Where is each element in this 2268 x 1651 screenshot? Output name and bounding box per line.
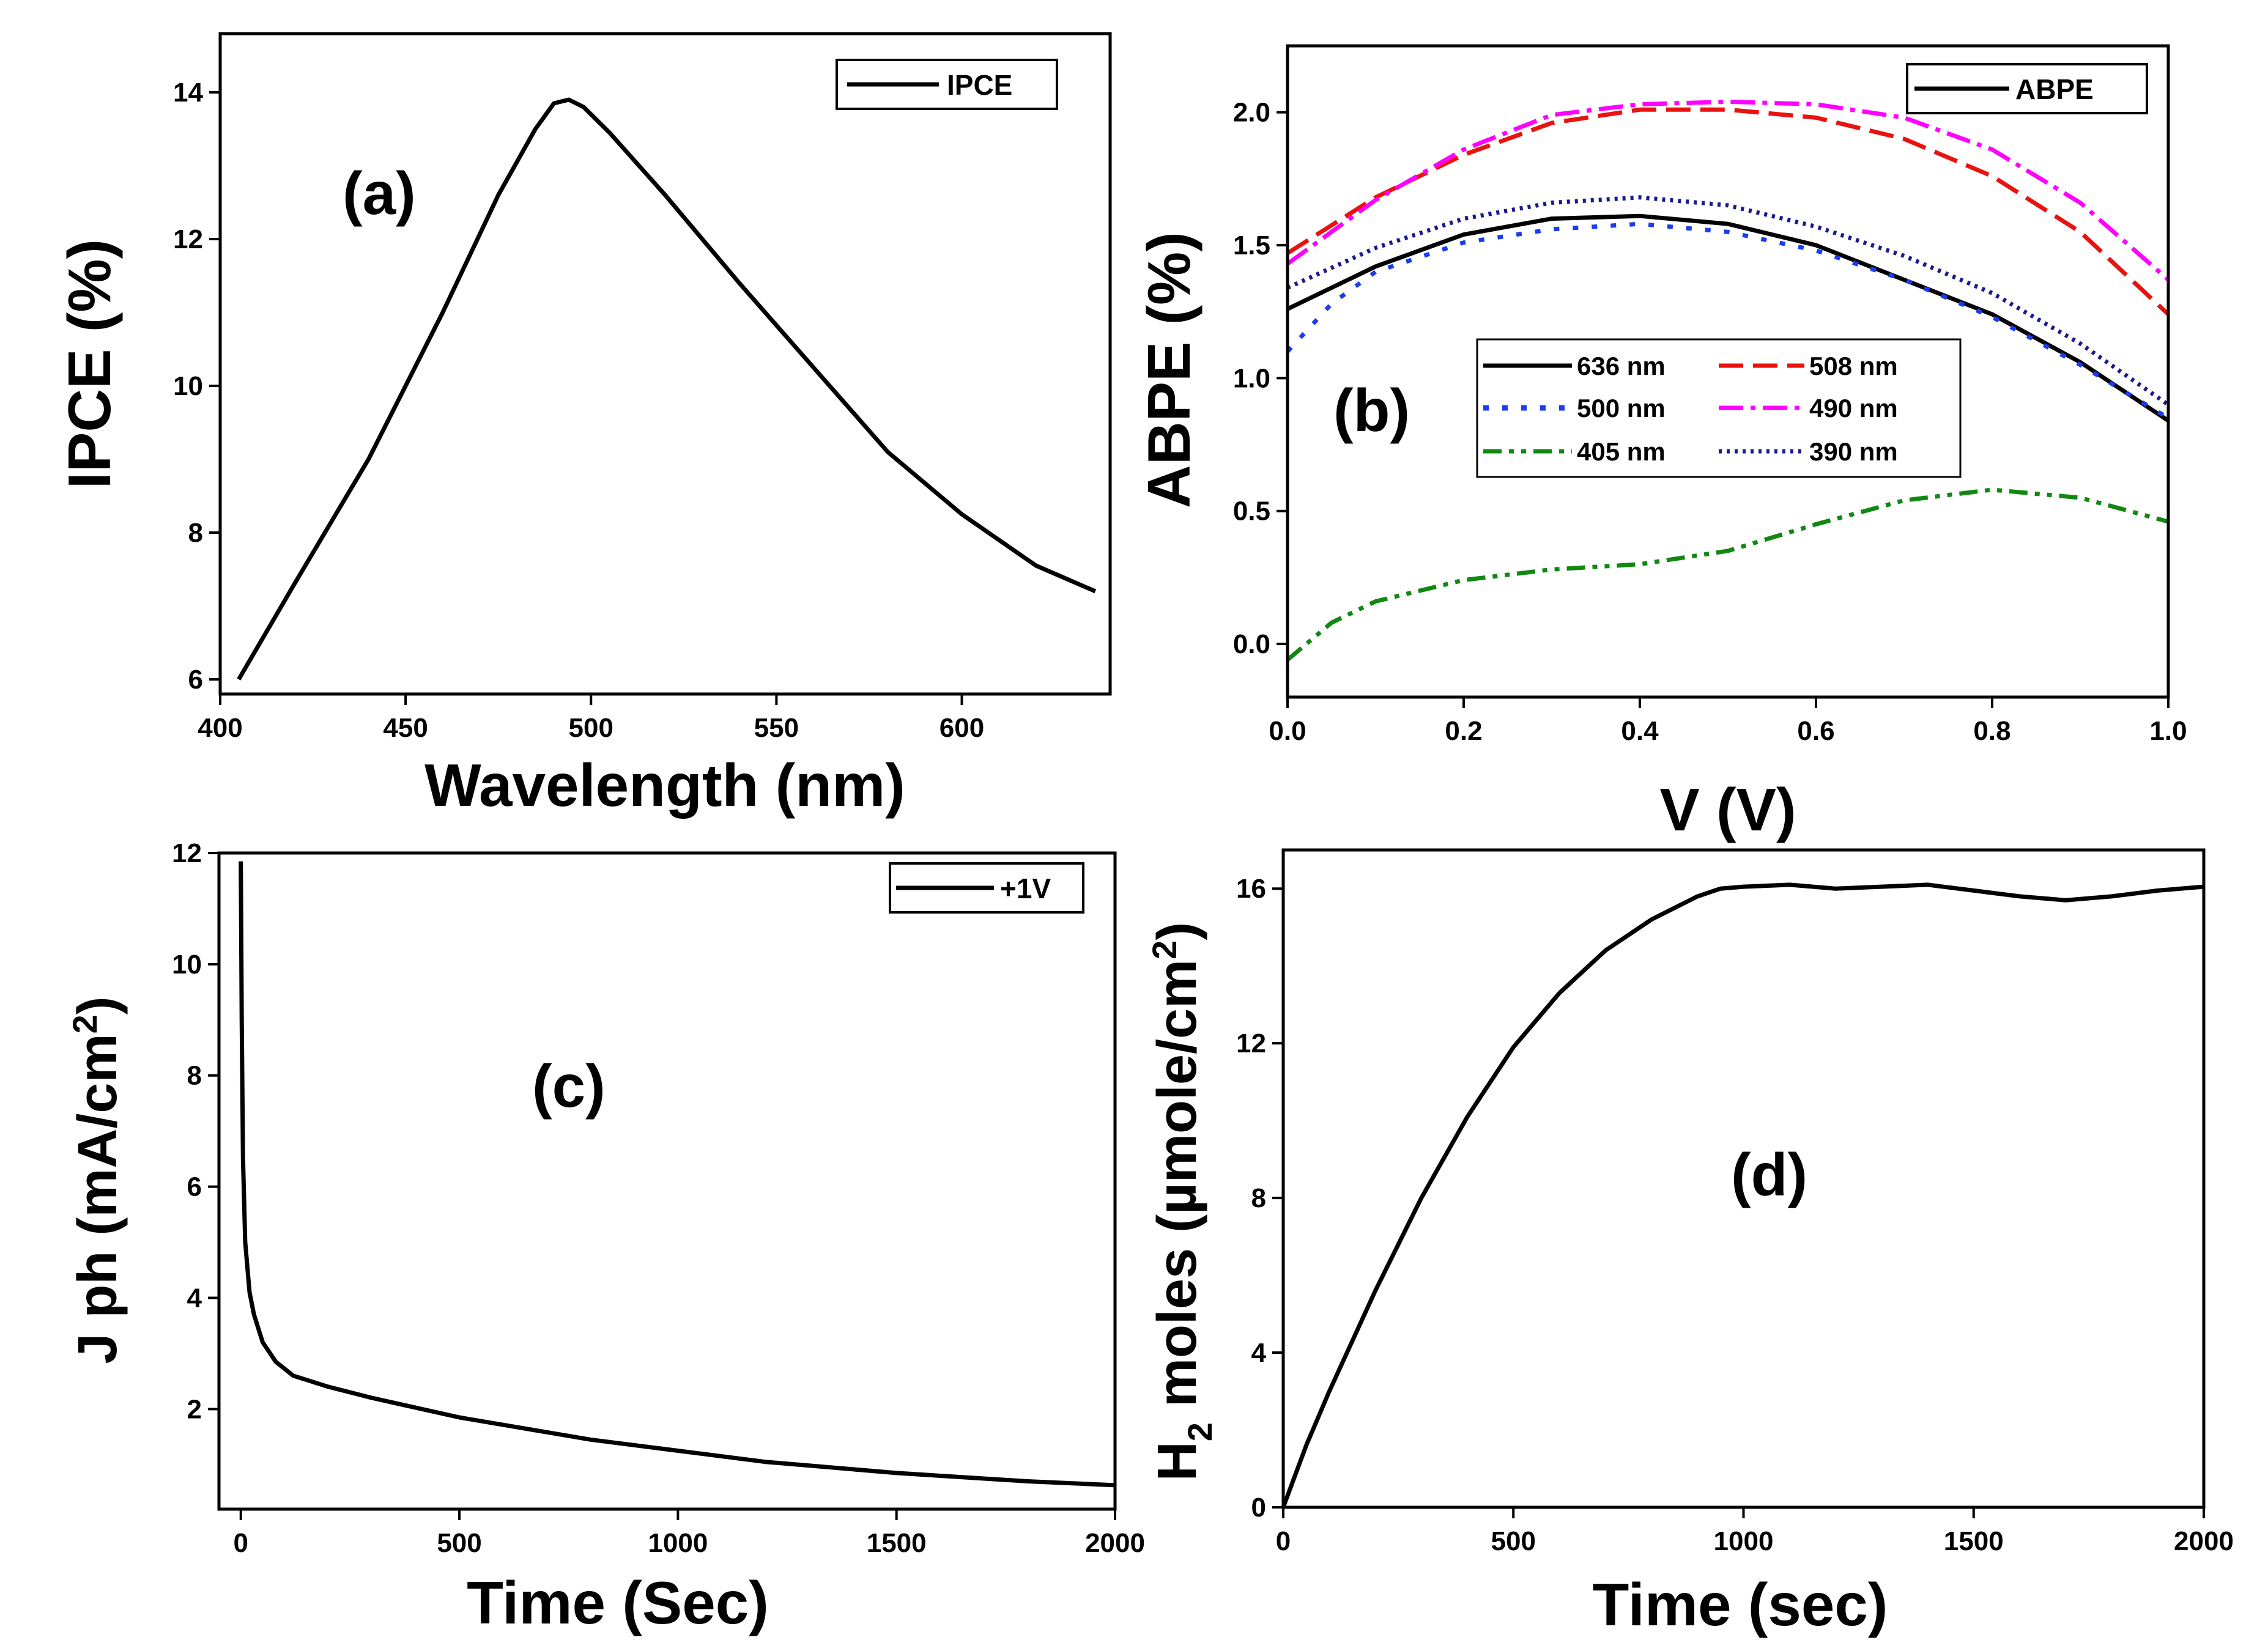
panel-b-series-508nm <box>1286 107 2170 316</box>
panel-b-series-636nm <box>1286 213 2170 423</box>
panel-b-ytick-label: 1.0 <box>1233 363 1270 393</box>
panel-a-xtick-label: 400 <box>198 713 242 743</box>
panel-c-xtick-label: 2000 <box>1085 1528 1145 1558</box>
panel-d-ytick-label: 16 <box>1236 874 1266 904</box>
panel-a-ytick-label: 6 <box>188 665 203 695</box>
panel-a-ipce: 400 450 500 550 600 6 8 10 12 14 (a) Wavelength (… <box>56 32 1112 819</box>
panel-d-series-h2 <box>1281 882 2204 1509</box>
panel-c-ylabel: J ph (mA/cm2) <box>65 996 128 1364</box>
panel-b-label: (b) <box>1333 377 1410 444</box>
panel-a-xtick-label: 500 <box>569 713 613 743</box>
panel-b-wavelength-legend: 636 nm 508 nm 500 nm 490 nm 405 nm 390 n… <box>1476 338 1962 478</box>
panel-c-xtick-label: 1000 <box>648 1528 708 1558</box>
panel-d-frame <box>1281 848 2206 1509</box>
panel-c-xtick-label: 1500 <box>867 1528 927 1558</box>
panel-a-label: (a) <box>343 160 416 227</box>
panel-c-ytick-label: 6 <box>187 1172 202 1202</box>
panel-b-xlabel: V (V) <box>1659 776 1796 843</box>
panel-d-ylabel-h: H <box>1147 1441 1208 1481</box>
panel-d-xtick-label: 1000 <box>1714 1526 1774 1556</box>
legend-label-405nm: 405 nm <box>1577 437 1666 466</box>
panel-d-xlabel: Time (sec) <box>1593 1571 1888 1638</box>
panel-b-legend: ABPE <box>1906 63 2148 114</box>
panel-c-ytick-label: 2 <box>187 1394 202 1424</box>
panel-d-xtick-label: 500 <box>1491 1526 1536 1556</box>
panel-c-xtick-label: 500 <box>437 1528 481 1558</box>
panel-b-xtick-label: 1.0 <box>2149 716 2187 746</box>
panel-b-ytick-label: 0.0 <box>1233 629 1270 659</box>
panel-a-ylabel: IPCE (%) <box>56 239 123 489</box>
panel-b-ytick-label: 1.5 <box>1233 231 1270 260</box>
panel-d-ytick-label: 4 <box>1251 1338 1267 1368</box>
panel-c-legend: +1V <box>889 862 1084 914</box>
panel-b-xtick-label: 0.8 <box>1973 716 2010 746</box>
panel-c-label: (c) <box>532 1052 606 1120</box>
panel-d-xtick-label: 2000 <box>2174 1526 2234 1556</box>
panel-b-series-405nm <box>1286 487 2169 662</box>
panel-b-xtick-label: 0.4 <box>1621 716 1659 746</box>
panel-d-ylabel: H2 moles (µmole/cm2) <box>1145 922 1219 1481</box>
panel-b-legend-label: ABPE <box>2015 73 2094 105</box>
panel-b-frame <box>1286 44 2170 699</box>
panel-b-ytick-label: 0.5 <box>1233 497 1270 526</box>
panel-c-frame <box>217 851 1117 1511</box>
panel-b-xtick-label: 0.0 <box>1269 716 1306 746</box>
panel-d-xtick-label: 1500 <box>1944 1526 2004 1556</box>
panel-d-ytick-label: 12 <box>1236 1029 1266 1058</box>
panel-d-ytick-label: 8 <box>1251 1183 1266 1213</box>
panel-b-ylabel: ABPE (%) <box>1135 232 1203 508</box>
panel-c-xlabel: Time (Sec) <box>467 1569 769 1636</box>
panel-b-abpe: 0.0 0.2 0.4 0.6 0.8 1.0 0.0 0.5 1.0 1.5 2.0 (b) V … <box>1135 44 2187 843</box>
panel-c-series-+1v <box>239 861 1116 1488</box>
panel-c-legend-label: +1V <box>1000 873 1051 904</box>
panel-d-ylabel-mid: moles (µmole/cm <box>1147 959 1208 1422</box>
panel-b-ytick-label: 2.0 <box>1233 98 1270 128</box>
panel-b-series-390nm <box>1286 195 2170 407</box>
panel-b-series-490nm <box>1286 99 2170 282</box>
panel-d-hydrogen: 0 500 1000 1500 2000 0 4 8 12 16 (d) Time (sec) H… <box>1145 848 2234 1638</box>
panel-c-ylabel-sup: 2 <box>65 1014 104 1033</box>
panel-a-legend: IPCE <box>836 59 1058 110</box>
panel-a-xtick-label: 600 <box>939 713 984 743</box>
panel-a-xlabel: Wavelength (nm) <box>424 752 905 819</box>
panel-d-ylabel-sub: 2 <box>1180 1422 1219 1441</box>
panel-c-ylabel-text: J ph (mA/cm <box>67 1034 128 1364</box>
legend-label-500nm: 500 nm <box>1577 394 1666 423</box>
panel-c-xtick-label: 0 <box>233 1528 248 1558</box>
legend-label-508nm: 508 nm <box>1809 352 1898 380</box>
panel-a-ytick-label: 10 <box>173 371 203 401</box>
panel-a-frame <box>218 32 1112 696</box>
panel-a-ytick-label: 12 <box>173 224 203 254</box>
panel-d-ylabel-sup: 2 <box>1145 940 1184 959</box>
panel-a-ytick-label: 8 <box>188 518 203 548</box>
panel-c-ytick-label: 4 <box>187 1283 202 1313</box>
panel-c-ytick-label: 8 <box>187 1061 202 1091</box>
panel-a-ytick-label: 14 <box>173 78 203 108</box>
panel-b-xtick-label: 0.6 <box>1797 716 1834 746</box>
panel-d-ylabel-end: ) <box>1147 922 1208 940</box>
panel-d-xtick-label: 0 <box>1276 1526 1291 1556</box>
panel-a-series-ipce <box>237 97 1097 681</box>
panel-c-ytick-label: 10 <box>172 950 202 980</box>
panel-b-xtick-label: 0.2 <box>1445 716 1482 746</box>
panel-a-xtick-label: 550 <box>754 713 799 743</box>
legend-label-636nm: 636 nm <box>1577 352 1666 380</box>
legend-label-490nm: 490 nm <box>1809 394 1898 423</box>
panel-a-legend-label: IPCE <box>947 69 1012 101</box>
panel-d-label: (d) <box>1731 1141 1807 1208</box>
panel-a-xtick-label: 450 <box>383 713 428 743</box>
panel-c-ytick-label: 12 <box>172 838 202 868</box>
legend-label-390nm: 390 nm <box>1809 437 1898 466</box>
panel-c-ylabel-end: ) <box>67 996 128 1014</box>
panel-d-ytick-label: 0 <box>1251 1493 1266 1523</box>
